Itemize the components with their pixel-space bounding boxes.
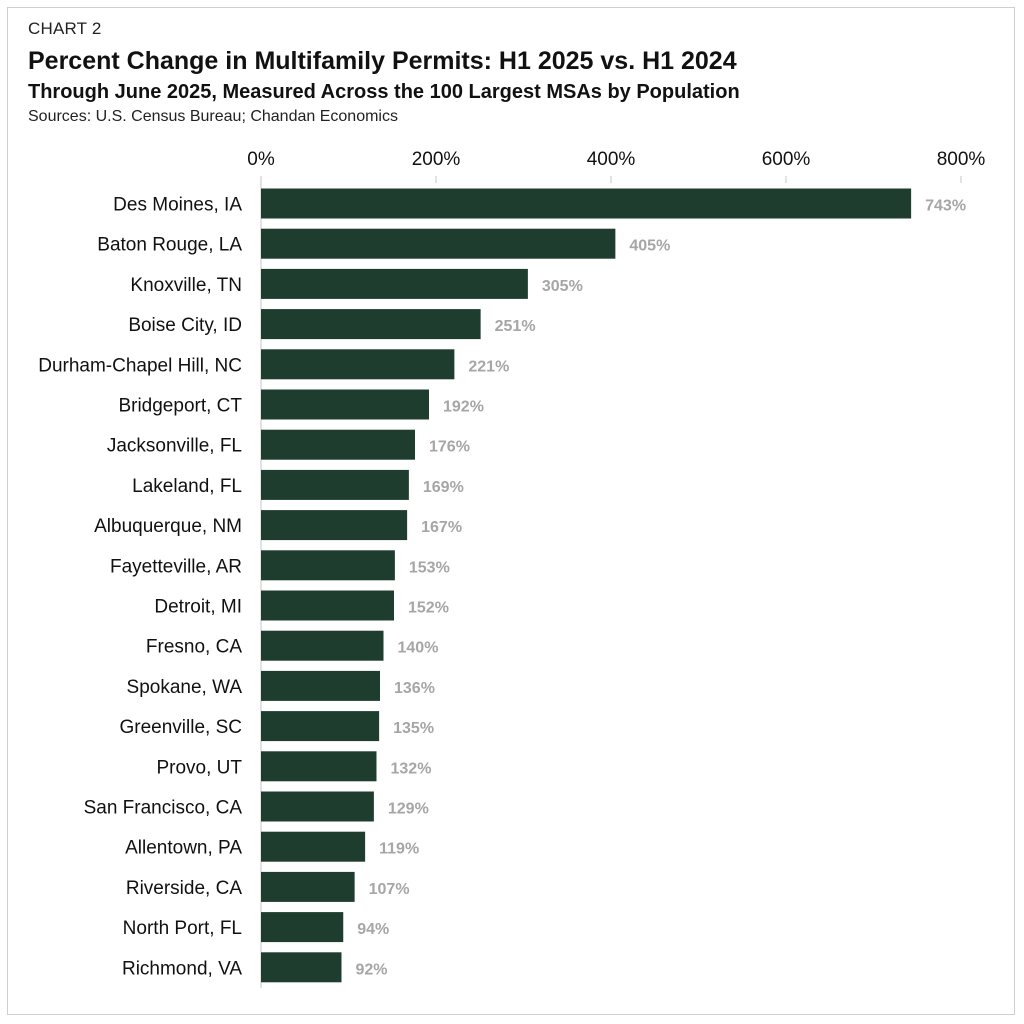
value-label: 176% [429,439,470,456]
chart-title: Percent Change in Multifamily Permits: H… [28,47,737,75]
x-tick-label: 200% [412,149,461,170]
category-label: Spokane, WA [127,677,243,698]
category-label: Albuquerque, NM [94,516,242,537]
category-label: San Francisco, CA [84,798,243,819]
category-label: Richmond, VA [122,958,242,979]
value-label: 153% [409,559,450,576]
bar [261,952,342,983]
chart-number: CHART 2 [28,19,102,38]
bar [261,751,377,782]
value-label: 305% [542,278,583,295]
value-label: 129% [388,801,429,818]
value-label: 140% [398,640,439,657]
category-label: Detroit, MI [154,597,242,618]
value-label: 119% [379,841,419,858]
bar [261,349,455,380]
value-label: 94% [357,921,389,938]
category-label: Baton Rouge, LA [97,235,242,256]
category-label: Fayetteville, AR [110,556,242,577]
category-label: Provo, UT [156,757,242,778]
bar [261,670,380,701]
value-label: 136% [394,680,435,697]
value-label: 132% [391,760,432,777]
category-label: North Port, FL [123,918,242,939]
bar [261,630,384,661]
bar [261,831,366,862]
value-label: 221% [468,358,509,375]
value-label: 135% [393,720,434,737]
bar [261,590,394,621]
category-label: Allentown, PA [125,838,242,859]
category-label: Greenville, SC [120,717,243,738]
category-label: Boise City, ID [128,315,242,336]
chart-sources: Sources: U.S. Census Bureau; Chandan Eco… [28,108,398,125]
bar [261,791,374,822]
category-label: Des Moines, IA [113,195,242,216]
category-label: Jacksonville, FL [107,436,242,457]
category-label: Fresno, CA [146,637,242,658]
bar [261,871,355,902]
bar [261,510,408,541]
category-label: Bridgeport, CT [118,396,242,417]
category-label: Lakeland, FL [132,476,242,497]
category-label: Knoxville, TN [130,275,242,296]
value-label: 743% [925,198,966,215]
value-label: 169% [423,479,464,496]
value-label: 92% [356,961,388,978]
bar [261,469,409,500]
value-label: 251% [495,318,536,335]
bar [261,268,528,299]
category-label: Riverside, CA [126,878,242,899]
bar [261,309,481,340]
value-label: 167% [421,519,462,536]
bar [261,711,380,742]
bar [261,389,429,420]
bar [261,228,616,259]
value-label: 107% [369,881,410,898]
value-label: 152% [408,600,449,617]
chart-frame [7,7,1015,1015]
value-label: 192% [443,399,484,416]
bar [261,188,912,219]
x-tick-label: 800% [937,149,986,170]
value-label: 405% [629,238,670,255]
x-tick-label: 0% [247,149,275,170]
bar [261,429,415,460]
category-label: Durham-Chapel Hill, NC [38,355,242,376]
x-tick-label: 600% [762,149,811,170]
chart-subtitle: Through June 2025, Measured Across the 1… [28,81,740,103]
x-tick-label: 400% [587,149,636,170]
bar [261,550,395,581]
bar [261,912,344,943]
